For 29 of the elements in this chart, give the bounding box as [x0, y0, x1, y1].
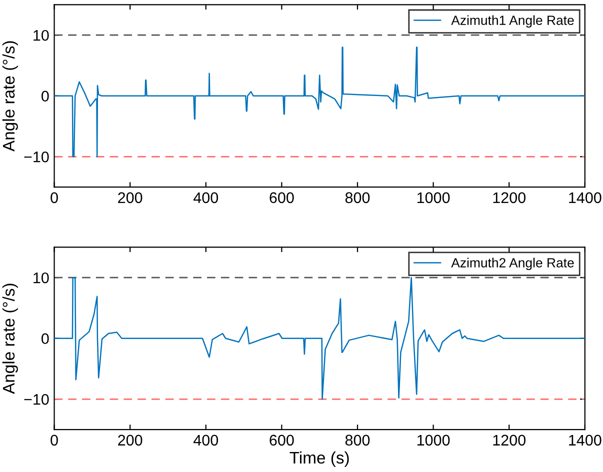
y-tick-label: −10 — [24, 152, 49, 162]
y-tick-label: 0 — [42, 90, 49, 102]
y-axis-title: Angle rate (°/s) — [2, 41, 18, 152]
x-tick-label: 800 — [345, 434, 370, 446]
x-tick-label: 400 — [193, 434, 218, 446]
legend-label: Azimuth1 Angle Rate — [451, 15, 574, 28]
x-tick-label: 1000 — [417, 434, 450, 446]
legend-label: Azimuth2 Angle Rate — [451, 258, 574, 270]
x-tick-label: 1000 — [417, 192, 450, 204]
x-tick-label: 600 — [270, 434, 294, 446]
x-tick-label: 400 — [193, 192, 218, 204]
x-tick-label: 800 — [345, 192, 370, 204]
line-series — [54, 276, 585, 400]
y-tick-label: −10 — [24, 394, 49, 405]
x-tick-label: 1200 — [493, 434, 526, 446]
x-tick-label: 1200 — [493, 192, 526, 204]
x-tick-label: 1400 — [569, 434, 602, 446]
x-tick-label: 200 — [118, 434, 142, 446]
y-tick-label: 10 — [34, 272, 49, 284]
x-tick-label: 200 — [118, 192, 142, 204]
x-tick-label: 600 — [270, 192, 294, 204]
x-tick-label: 0 — [50, 192, 58, 204]
x-tick-label: 0 — [50, 434, 58, 446]
x-tick-label: 1400 — [569, 192, 602, 204]
y-tick-label: 0 — [42, 333, 49, 344]
line-series — [54, 46, 585, 158]
y-tick-label: 10 — [34, 30, 49, 41]
y-axis-title: Angle rate (°/s) — [2, 284, 18, 394]
x-axis-title: Time (s) — [290, 451, 349, 467]
